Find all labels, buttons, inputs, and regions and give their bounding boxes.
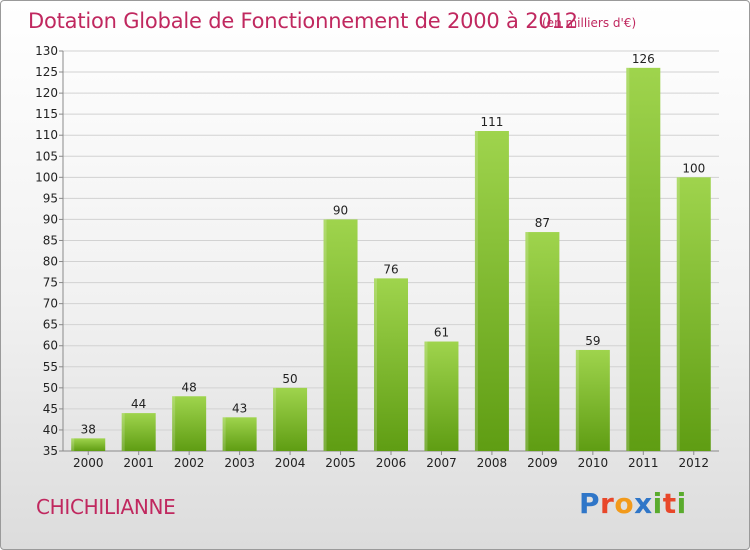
x-tick-label: 2012: [678, 456, 709, 470]
value-label: 48: [182, 380, 197, 394]
bar-highlight: [374, 278, 377, 451]
logo-letter: i: [652, 487, 663, 520]
bar-highlight: [525, 232, 529, 451]
y-tick-label: 60: [43, 339, 58, 353]
bar-2011: [626, 67, 661, 451]
logo-letter: x: [634, 487, 653, 520]
y-tick-label: 130: [35, 44, 58, 58]
bar-highlight: [273, 387, 277, 451]
bar-2012: [676, 177, 711, 451]
bar-2004: [273, 387, 308, 451]
x-tick-label: 2011: [628, 456, 659, 470]
value-label: 111: [480, 115, 503, 129]
y-tick-label: 55: [43, 360, 58, 374]
y-tick-label: 125: [35, 65, 58, 79]
bar-2003: [222, 417, 257, 451]
y-tick-label: 105: [35, 149, 58, 163]
y-tick-label: 115: [35, 107, 58, 121]
chart-title: Dotation Globale de Fonctionnement de 20…: [28, 9, 578, 33]
y-tick-label: 65: [43, 318, 58, 332]
x-tick-label: 2004: [275, 456, 306, 470]
value-label: 76: [383, 262, 398, 276]
value-label: 126: [632, 52, 655, 66]
chart-subtitle: (en milliers d'€): [542, 16, 637, 30]
y-tick-label: 120: [35, 86, 58, 100]
bar-highlight: [71, 438, 75, 451]
commune-name: CHICHILIANNE: [36, 495, 176, 519]
value-label: 38: [81, 422, 96, 436]
value-label: 61: [434, 326, 449, 340]
y-tick-label: 40: [43, 423, 58, 437]
y-tick-label: 90: [43, 212, 58, 226]
bar-2001: [121, 413, 156, 451]
bar-highlight: [424, 341, 428, 451]
bar-highlight: [676, 177, 680, 451]
bar-highlight: [626, 67, 630, 451]
x-tick-label: 2008: [477, 456, 508, 470]
bar-highlight: [121, 413, 125, 451]
bar-2008: [474, 131, 509, 451]
labels: 38 2000 44 2001 48 2002 43 2003 50 2004 90 2005 76 20…: [73, 52, 709, 470]
y-tick-label: 85: [43, 233, 58, 247]
y-tick-label: 80: [43, 255, 58, 269]
bar-2007: [424, 341, 459, 451]
y-tick-label: 75: [43, 276, 58, 290]
value-label: 59: [585, 334, 600, 348]
y-tick-label: 70: [43, 297, 58, 311]
y-tick-label: 50: [43, 381, 58, 395]
x-tick-label: 2009: [527, 456, 558, 470]
bar-highlight: [575, 349, 579, 451]
bar-highlight: [323, 219, 327, 451]
proxiti-logo[interactable]: Proxiti: [579, 487, 687, 520]
bar-highlight: [222, 417, 226, 451]
logo-letter: t: [662, 487, 677, 520]
y-tick-label: 95: [43, 191, 58, 205]
value-label: 100: [682, 161, 705, 175]
value-label: 90: [333, 203, 348, 217]
bar-2000: [71, 438, 106, 451]
logo-letter: o: [614, 487, 635, 520]
logo-letter: P: [579, 487, 601, 520]
value-label: 43: [232, 401, 247, 415]
y-tick-label: 110: [35, 128, 58, 142]
x-tick-label: 2001: [123, 456, 154, 470]
bar-2002: [172, 396, 207, 451]
x-tick-label: 2006: [376, 456, 407, 470]
value-label: 87: [535, 216, 550, 230]
bar-2009: [525, 232, 560, 451]
value-label: 50: [282, 372, 297, 386]
bar-highlight: [474, 131, 478, 451]
y-tick-label: 100: [35, 170, 58, 184]
bars: [71, 67, 711, 451]
x-tick-label: 2010: [578, 456, 609, 470]
value-label: 44: [131, 397, 146, 411]
x-tick-label: 2003: [224, 456, 255, 470]
bar-2006: [374, 278, 408, 451]
x-tick-label: 2007: [426, 456, 457, 470]
logo-letter: i: [676, 487, 687, 520]
bar-2005: [323, 219, 358, 451]
bar-highlight: [172, 396, 176, 451]
y-tick-label: 45: [43, 402, 58, 416]
x-tick-label: 2005: [325, 456, 356, 470]
x-tick-label: 2002: [174, 456, 205, 470]
logo-letter: r: [600, 487, 615, 520]
y-tick-label: 35: [43, 444, 58, 458]
bar-2010: [575, 349, 610, 451]
x-tick-label: 2000: [73, 456, 104, 470]
